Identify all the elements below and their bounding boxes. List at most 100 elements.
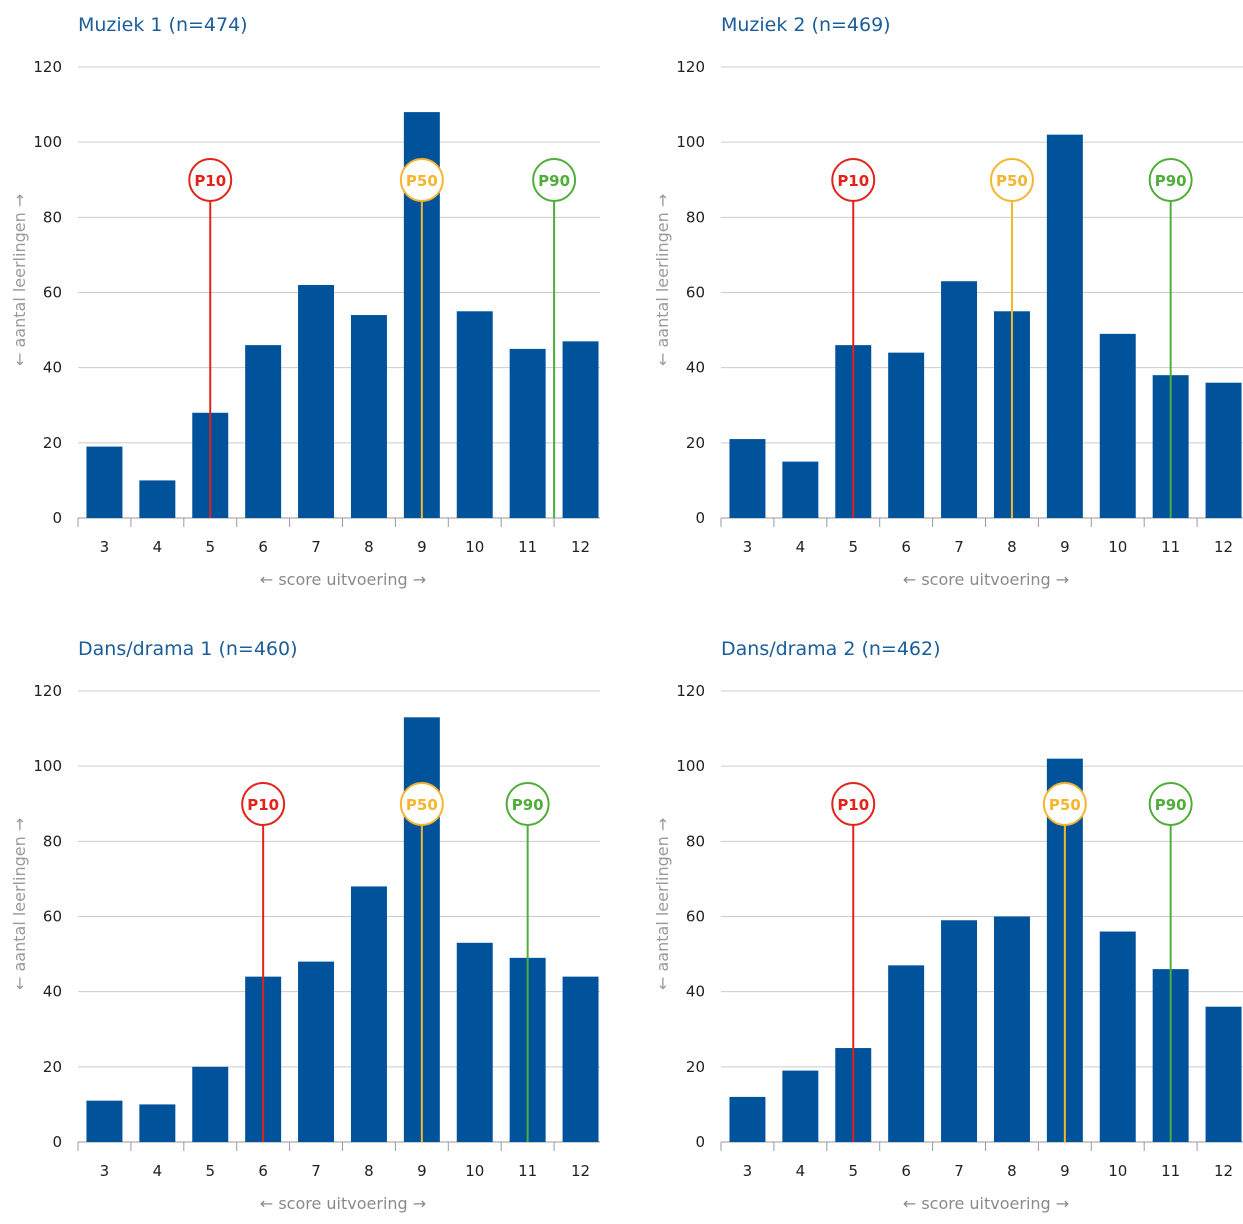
y-tick-label: 40 [43,983,62,1001]
x-tick-label: 5 [848,1162,858,1180]
x-axis-label: ← score uitvoering → [259,1194,427,1213]
y-tick-label: 20 [686,1058,705,1076]
bar-6 [245,345,282,518]
x-tick-label: 12 [571,538,590,556]
percentile-badge-p10 [831,158,876,202]
x-tick-label: 10 [465,538,484,556]
y-tick-label: 0 [695,509,705,527]
bar-3 [729,1096,766,1142]
x-tick-label: 11 [518,1162,537,1180]
percentile-label: P90 [538,172,570,190]
x-tick-label: 8 [364,1162,374,1180]
bar-chart-dansdrama-1: 0 20 40 60 80 100 120 3 4 5 6 7 8 9 10 11 12 P10 P50 P90 [33,682,600,1180]
y-tick-label: 60 [686,908,705,926]
y-tick-label: 40 [686,359,705,377]
x-tick-label: 10 [1108,538,1127,556]
bar-7 [941,920,978,1142]
y-tick-label: 40 [686,983,705,1001]
y-tick-label: 80 [686,832,705,850]
bar-6 [888,965,925,1142]
bar-12 [562,341,599,518]
x-tick-label: 9 [1060,1162,1070,1180]
y-tick-label: 20 [43,1058,62,1076]
y-tick-label: 0 [52,1133,62,1151]
bar-8 [350,886,387,1142]
bar-6 [888,352,925,518]
bar-5 [192,1066,229,1142]
bar-11 [509,348,546,518]
percentile-badge-p90 [1148,158,1193,202]
x-tick-label: 6 [258,1162,268,1180]
y-tick-label: 100 [676,133,705,151]
bar-7 [941,281,978,518]
y-axis-label: ← aantal leerlingen → [653,817,672,990]
percentile-label: P50 [406,796,438,814]
y-tick-label: 0 [695,1133,705,1151]
percentile-label: P50 [996,172,1028,190]
chart-title: Dans/drama 1 (n=460) [78,638,298,660]
y-tick-label: 120 [33,58,62,76]
y-tick-label: 120 [33,682,62,700]
percentile-badge-p10 [831,782,876,826]
chart-panel-muziek-1: Muziek 1 (n=474) 0 20 40 60 80 100 120 3 4 5 6 7 8 9 1… [0,0,600,600]
y-tick-label: 100 [33,757,62,775]
x-tick-label: 3 [743,1162,753,1180]
x-axis-label: ← score uitvoering → [902,1194,1070,1213]
x-tick-label: 9 [417,538,427,556]
x-tick-label: 10 [1108,1162,1127,1180]
x-tick-label: 11 [1161,538,1180,556]
bar-4 [782,461,819,518]
bar-3 [86,446,123,518]
y-axis-label: ← aantal leerlingen → [653,193,672,366]
percentile-badge-p90 [532,158,577,202]
bar-4 [139,1104,176,1142]
x-tick-label: 4 [796,1162,806,1180]
percentile-badge-p50 [989,158,1034,202]
y-tick-label: 120 [676,682,705,700]
x-tick-label: 4 [153,538,163,556]
y-tick-label: 100 [33,133,62,151]
x-axis-label: ← score uitvoering → [902,570,1070,589]
percentile-badge-p50 [1042,782,1087,826]
percentile-label: P50 [406,172,438,190]
y-tick-label: 0 [52,509,62,527]
bar-12 [1205,382,1242,518]
x-tick-label: 5 [848,538,858,556]
y-axis-label: ← aantal leerlingen → [10,817,29,990]
percentile-label: P10 [837,796,869,814]
chart-title: Muziek 2 (n=469) [721,14,891,36]
y-tick-label: 60 [43,284,62,302]
chart-panel-dansdrama-1: Dans/drama 1 (n=460) 0 20 40 60 80 100 120 3 4 5 6… [0,624,600,1224]
x-tick-label: 5 [205,538,215,556]
percentile-label: P50 [1049,796,1081,814]
y-tick-label: 100 [676,757,705,775]
chart-title: Muziek 1 (n=474) [78,14,248,36]
x-tick-label: 11 [1161,1162,1180,1180]
chart-title: Dans/drama 2 (n=462) [721,638,941,660]
bar-12 [1205,1006,1242,1142]
x-tick-label: 3 [743,538,753,556]
bar-7 [298,961,335,1142]
percentile-label: P10 [247,796,279,814]
percentile-label: P90 [1155,796,1187,814]
x-tick-label: 4 [153,1162,163,1180]
y-tick-label: 40 [43,359,62,377]
bar-chart-muziek-2: 0 20 40 60 80 100 120 3 4 5 6 7 8 9 10 11 12 P10 P50 P90 [676,58,1243,556]
bar-4 [139,480,176,518]
y-tick-label: 60 [43,908,62,926]
x-axis-label: ← score uitvoering → [259,570,427,589]
percentile-badge-p90 [505,782,550,826]
percentile-badge-p50 [399,158,444,202]
x-tick-label: 5 [205,1162,215,1180]
y-tick-label: 80 [686,208,705,226]
x-tick-label: 10 [465,1162,484,1180]
x-tick-label: 12 [1214,538,1233,556]
x-tick-label: 12 [1214,1162,1233,1180]
percentile-label: P10 [837,172,869,190]
bar-10 [456,311,493,518]
bar-7 [298,284,335,518]
y-axis-label: ← aantal leerlingen → [10,193,29,366]
x-tick-label: 4 [796,538,806,556]
x-tick-label: 8 [1007,538,1017,556]
x-tick-label: 3 [100,538,110,556]
